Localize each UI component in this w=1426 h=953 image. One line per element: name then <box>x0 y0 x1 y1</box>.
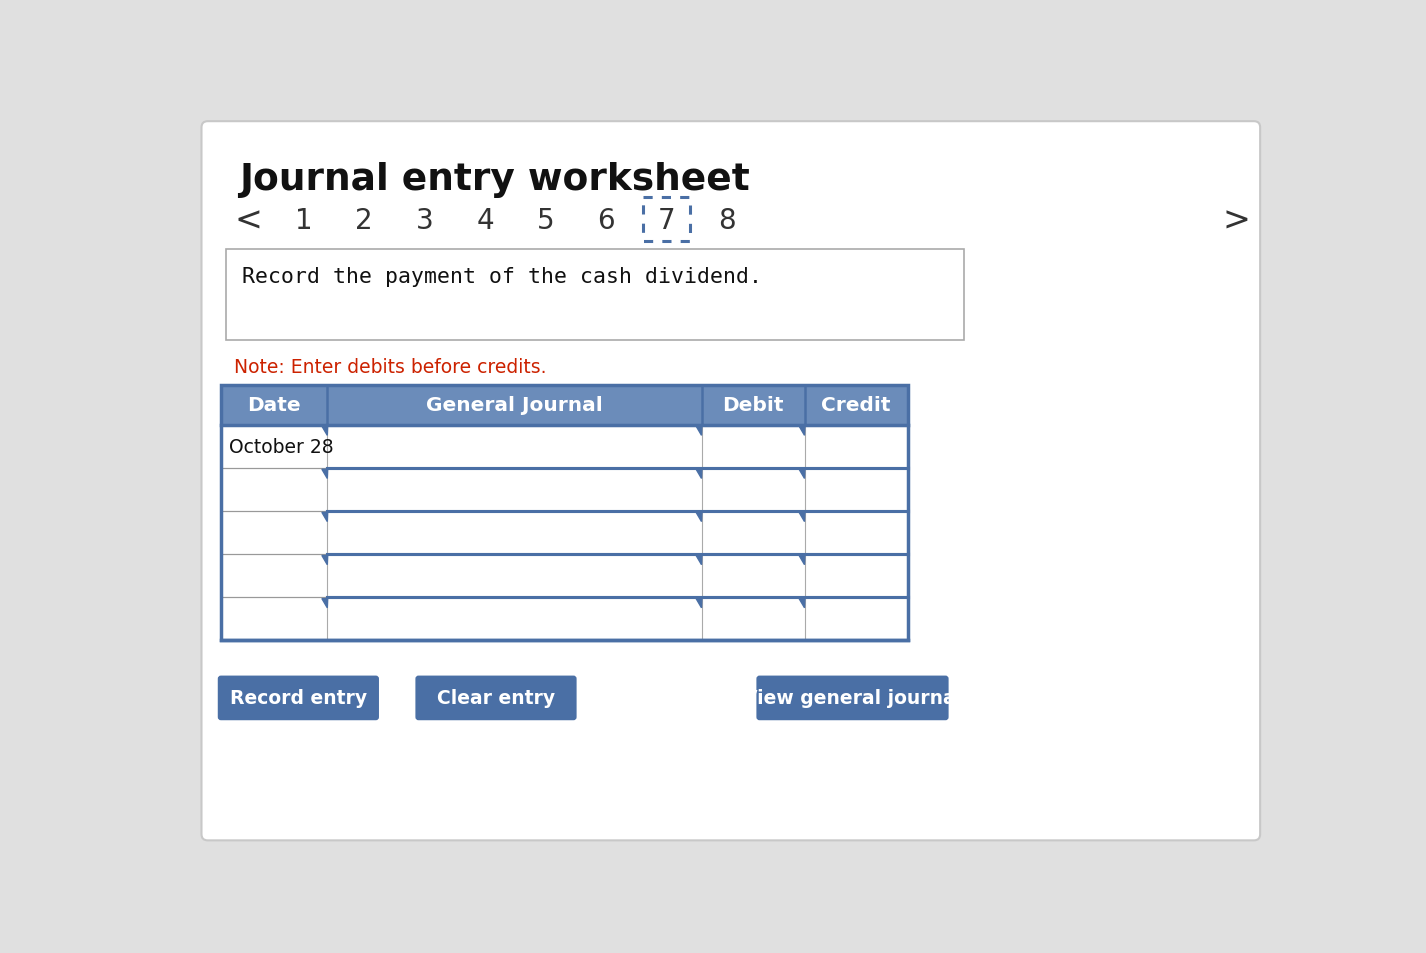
Polygon shape <box>799 470 804 479</box>
Polygon shape <box>322 556 328 565</box>
Bar <box>227 250 964 340</box>
Text: Record the payment of the cash dividend.: Record the payment of the cash dividend. <box>242 267 761 287</box>
FancyBboxPatch shape <box>218 676 379 720</box>
Text: 8: 8 <box>719 207 736 234</box>
Text: View general journal: View general journal <box>743 689 963 708</box>
Text: October 28: October 28 <box>228 437 334 456</box>
Polygon shape <box>799 427 804 436</box>
Text: Credit: Credit <box>821 395 891 415</box>
Text: 2: 2 <box>355 207 374 234</box>
Polygon shape <box>322 513 328 522</box>
Bar <box>221 385 907 640</box>
Text: Clear entry: Clear entry <box>436 689 555 708</box>
Bar <box>221 598 907 640</box>
Bar <box>221 468 907 511</box>
FancyBboxPatch shape <box>643 197 690 242</box>
Text: Note: Enter debits before credits.: Note: Enter debits before credits. <box>234 357 546 376</box>
Bar <box>221 511 907 555</box>
Polygon shape <box>322 470 328 479</box>
Polygon shape <box>799 598 804 608</box>
Text: 1: 1 <box>295 207 312 234</box>
FancyBboxPatch shape <box>756 676 948 720</box>
Polygon shape <box>322 427 328 436</box>
Text: Date: Date <box>247 395 301 415</box>
Polygon shape <box>696 513 702 522</box>
Polygon shape <box>696 598 702 608</box>
Bar <box>221 385 907 425</box>
Text: General Journal: General Journal <box>426 395 603 415</box>
Text: 4: 4 <box>476 207 493 234</box>
Bar <box>221 555 907 598</box>
FancyBboxPatch shape <box>415 676 576 720</box>
Text: Debit: Debit <box>723 395 784 415</box>
Polygon shape <box>696 427 702 436</box>
Text: 3: 3 <box>416 207 434 234</box>
Text: >: > <box>1224 204 1251 237</box>
Polygon shape <box>696 470 702 479</box>
Polygon shape <box>696 556 702 565</box>
Text: 7: 7 <box>657 207 676 234</box>
Text: <: < <box>234 204 262 237</box>
Text: 6: 6 <box>597 207 615 234</box>
Polygon shape <box>799 556 804 565</box>
Text: Journal entry worksheet: Journal entry worksheet <box>238 162 750 198</box>
Polygon shape <box>799 513 804 522</box>
Text: 5: 5 <box>536 207 555 234</box>
Bar <box>221 425 907 468</box>
Text: Record entry: Record entry <box>230 689 366 708</box>
FancyBboxPatch shape <box>201 122 1261 841</box>
Polygon shape <box>322 598 328 608</box>
